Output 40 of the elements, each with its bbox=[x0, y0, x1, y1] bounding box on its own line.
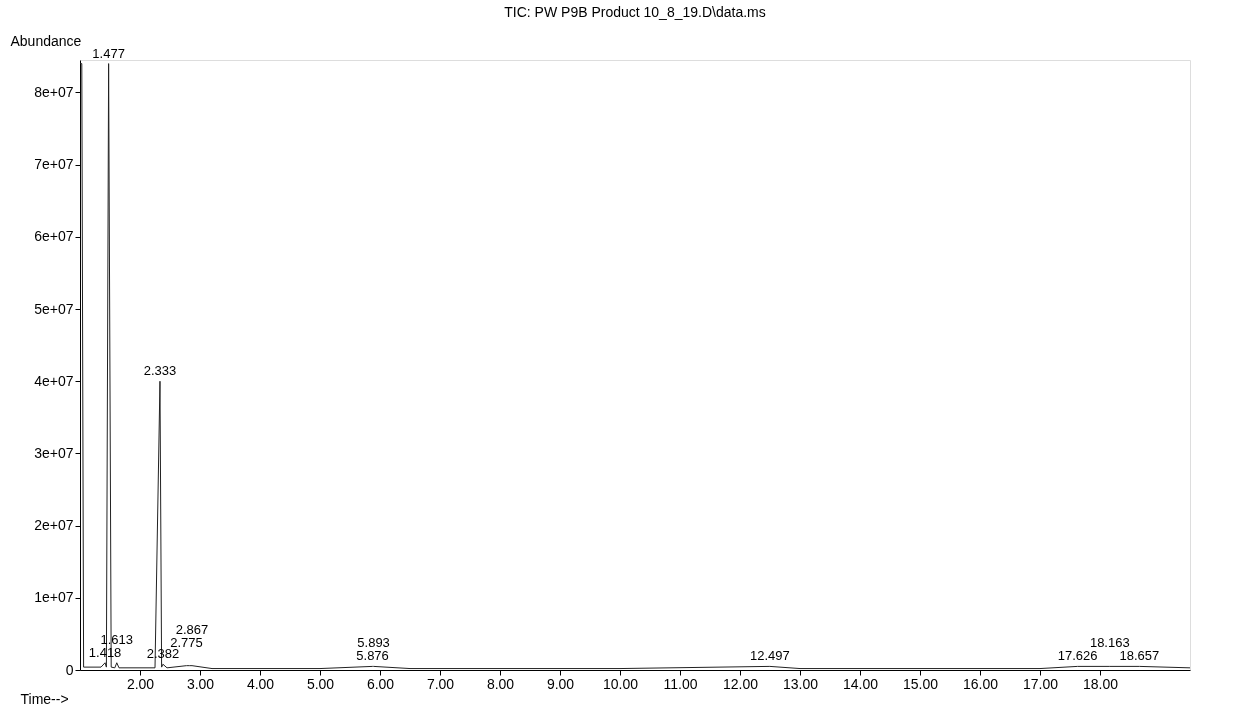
x-tick-label: 4.00 bbox=[246, 675, 275, 692]
y-tick-label: 2e+07 bbox=[34, 517, 74, 534]
annotation: 12.497 bbox=[749, 648, 790, 664]
x-tick-label: 8.00 bbox=[486, 675, 515, 692]
annotation: 5.893 bbox=[357, 635, 390, 651]
y-tick-label: 1e+07 bbox=[34, 589, 74, 606]
x-tick-label: 17.00 bbox=[1022, 675, 1059, 692]
x-tick-label: 7.00 bbox=[426, 675, 455, 692]
y-tick-label: 7e+07 bbox=[34, 156, 74, 173]
chart-title: TIC: PW P9B Product 10_8_19.D\data.ms bbox=[504, 4, 766, 20]
x-tick-label: 11.00 bbox=[663, 675, 698, 692]
annotation: 17.626 bbox=[1057, 648, 1098, 664]
annotation: 1.477 bbox=[92, 45, 125, 61]
y-axis-title: Abundance bbox=[10, 32, 82, 49]
x-tick-label: 10.00 bbox=[602, 675, 639, 692]
x-tick-label: 5.00 bbox=[306, 675, 335, 692]
y-tick-label: 4e+07 bbox=[34, 372, 74, 389]
annotation: 5.876 bbox=[356, 648, 389, 664]
x-tick-label: 3.00 bbox=[186, 675, 215, 692]
annotation: 2.867 bbox=[175, 621, 209, 637]
y-tick-label: 5e+07 bbox=[34, 300, 74, 317]
x-tick-label: 6.00 bbox=[366, 675, 395, 692]
x-tick-label: 16.00 bbox=[962, 675, 999, 692]
annotation: 2.775 bbox=[170, 634, 203, 650]
line-series bbox=[79, 63, 1191, 670]
x-tick-label: 13.00 bbox=[782, 675, 819, 692]
annotation: 18.657 bbox=[1119, 648, 1160, 664]
y-tick-label: 3e+07 bbox=[34, 444, 74, 461]
annotation: 2.333 bbox=[143, 363, 177, 379]
x-tick-label: 2.00 bbox=[126, 675, 155, 692]
y-tick-label: 6e+07 bbox=[34, 228, 74, 245]
x-tick-label: 12.00 bbox=[722, 675, 759, 692]
y-tick-label: 8e+07 bbox=[34, 83, 74, 100]
x-tick-label: 18.00 bbox=[1082, 675, 1119, 692]
annotation: 18.163 bbox=[1089, 635, 1130, 651]
x-axis-title: Time--> bbox=[20, 690, 69, 707]
x-tick-label: 15.00 bbox=[902, 675, 939, 692]
y-tick-label: 0 bbox=[65, 661, 74, 678]
x-tick-label: 9.00 bbox=[546, 675, 575, 692]
x-tick-label: 14.00 bbox=[842, 675, 879, 692]
